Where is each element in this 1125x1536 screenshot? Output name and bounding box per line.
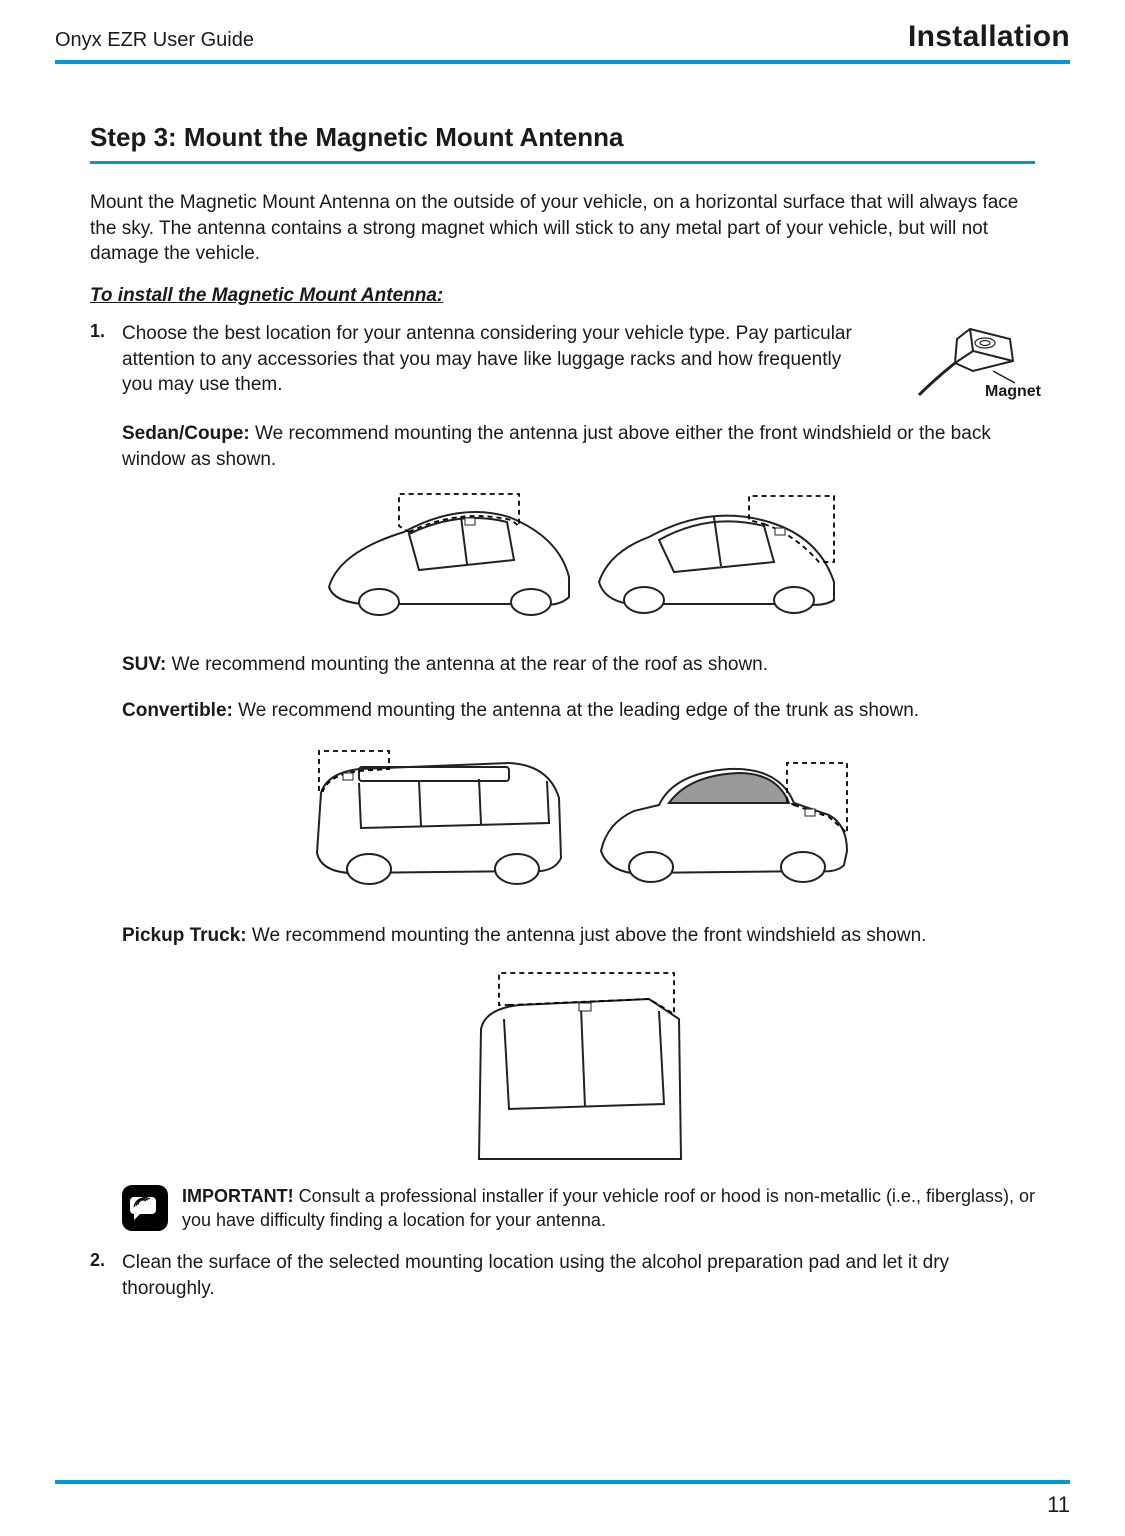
suv-label: SUV: xyxy=(122,654,166,675)
page-number: 11 xyxy=(1047,1492,1070,1518)
sedan-figure xyxy=(122,482,1035,632)
footer-rule xyxy=(55,1480,1070,1484)
pickup-label: Pickup Truck: xyxy=(122,925,247,946)
important-label: IMPORTANT! xyxy=(182,1186,294,1206)
important-body: Consult a professional installer if your… xyxy=(182,1186,1035,1229)
guide-name: Onyx EZR User Guide xyxy=(55,29,254,52)
pickup-text: We recommend mounting the antenna just a… xyxy=(247,925,927,946)
suv-text: We recommend mounting the antenna at the… xyxy=(166,654,768,675)
convertible-text: We recommend mounting the antenna at the… xyxy=(233,700,919,721)
sedan-coupe-text: We recommend mounting the antenna just a… xyxy=(122,423,991,470)
install-subhead: To install the Magnetic Mount Antenna: xyxy=(90,285,1035,307)
sedan-coupe-paragraph: Sedan/Coupe: We recommend mounting the a… xyxy=(122,421,1035,472)
step-number-1: 1. xyxy=(90,321,122,342)
convertible-paragraph: Convertible: We recommend mounting the a… xyxy=(122,698,1035,724)
section-name: Installation xyxy=(908,20,1070,54)
convertible-label: Convertible: xyxy=(122,700,233,721)
intro-paragraph: Mount the Magnetic Mount Antenna on the … xyxy=(90,190,1035,267)
step-1-text: Choose the best location for your antenn… xyxy=(122,321,877,398)
step-rule xyxy=(90,161,1035,164)
sedan-coupe-label: Sedan/Coupe: xyxy=(122,423,250,444)
magnet-figure: Magnet xyxy=(895,321,1035,401)
step-2-text: Clean the surface of the selected mounti… xyxy=(122,1250,1035,1301)
important-text: IMPORTANT! Consult a professional instal… xyxy=(182,1185,1035,1232)
pickup-paragraph: Pickup Truck: We recommend mounting the … xyxy=(122,923,1035,949)
step-title: Step 3: Mount the Magnetic Mount Antenna xyxy=(90,122,1035,153)
magnet-label: Magnet xyxy=(985,381,1041,403)
pickup-figure xyxy=(122,959,1035,1169)
step-number-2: 2. xyxy=(90,1250,122,1271)
header-rule xyxy=(55,60,1070,64)
suv-paragraph: SUV: We recommend mounting the antenna a… xyxy=(122,652,1035,678)
important-icon xyxy=(122,1185,168,1231)
suv-convertible-figure xyxy=(122,733,1035,903)
